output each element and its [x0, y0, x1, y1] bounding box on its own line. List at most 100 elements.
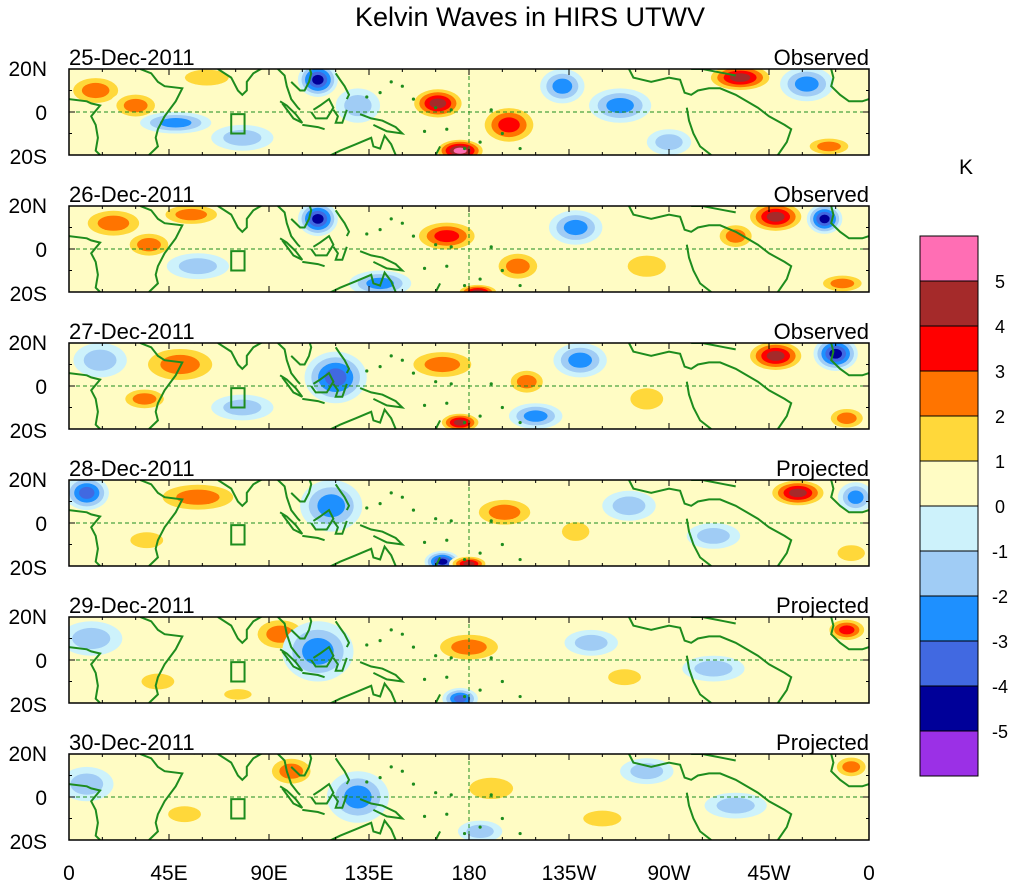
coastline [139, 343, 184, 429]
island [445, 812, 449, 816]
colorbar-tick-label: 2 [995, 407, 1005, 427]
anomaly-contour [223, 129, 262, 146]
anomaly-contour [72, 627, 111, 650]
colorbar-tick-label: 1 [995, 452, 1005, 472]
panel-date: 29-Dec-2011 [69, 593, 195, 618]
coastline [334, 209, 351, 237]
region-box [230, 113, 246, 135]
x-tick-label: 180 [451, 862, 486, 885]
anomaly-contour [279, 763, 304, 779]
y-tick-label: 0 [35, 513, 47, 536]
coastline [628, 754, 793, 840]
coastline [359, 250, 406, 272]
anomaly-blob [744, 343, 807, 374]
island [449, 245, 453, 249]
island [445, 264, 449, 268]
anomaly-blob [682, 655, 745, 682]
island [462, 146, 467, 151]
island [411, 234, 416, 238]
coastline [69, 783, 102, 840]
anomaly-contour [561, 522, 590, 541]
y-tick-label: 20S [10, 420, 47, 443]
x-tick-label: 135W [542, 862, 597, 885]
anomaly-contour [516, 375, 537, 389]
coastline [279, 785, 304, 809]
island [378, 91, 382, 95]
anomaly-blob [620, 381, 674, 417]
anomaly-blob [408, 86, 467, 121]
island [489, 519, 493, 523]
coastline [691, 754, 736, 762]
coastline [290, 69, 313, 92]
map-panel: 20N 0 20S 27-Dec-2011 Observed [8, 319, 870, 443]
coastline [328, 407, 397, 429]
island [518, 831, 522, 836]
coastline [302, 534, 325, 542]
x-tick-label: 0 [863, 862, 875, 885]
map-panel: 20N 0 20S 26-Dec-2011 Observed [8, 182, 870, 306]
anomaly-blob [686, 523, 741, 549]
anomaly-contour [788, 488, 807, 498]
anomaly-blob [553, 516, 598, 547]
island [478, 277, 482, 281]
colorbar-tick-label: -1 [992, 542, 1008, 562]
coastline [434, 830, 441, 840]
anomaly-blob [433, 137, 487, 155]
x-tick-label: 0 [63, 862, 75, 885]
anomaly-field [69, 617, 869, 703]
anomaly-blob [829, 540, 869, 566]
island [500, 131, 504, 136]
anomaly-contour [83, 349, 117, 371]
region-box [230, 524, 246, 546]
y-tick-label: 20N [8, 743, 47, 766]
y-tick-label: 20S [10, 146, 47, 169]
anomaly-blob [120, 527, 174, 554]
island [389, 491, 393, 495]
coastline [332, 657, 348, 672]
coastline [434, 693, 441, 703]
island [500, 542, 504, 547]
coastline [334, 620, 351, 648]
coastline [217, 69, 263, 97]
island [478, 551, 482, 555]
anomaly-blob [69, 621, 123, 656]
coastline [359, 798, 406, 820]
anomaly-blob [824, 617, 869, 643]
anomaly-blob [402, 347, 483, 382]
coastline [691, 480, 736, 488]
coastline [332, 520, 348, 535]
island [365, 369, 369, 373]
map-panel: 20N 0 20S 25-Dec-2011 Observed [8, 45, 870, 169]
y-tick-label: 20S [10, 831, 47, 854]
colorbar-swatch [919, 550, 979, 597]
y-tick-label: 20S [10, 694, 47, 717]
anomaly-contour [429, 98, 447, 109]
anomaly-contour [716, 797, 755, 814]
y-tick-label: 0 [35, 102, 47, 125]
x-tick-label: 45W [747, 862, 790, 885]
island [400, 358, 404, 362]
anomaly-blob [491, 249, 545, 284]
anomaly-blob [468, 495, 541, 530]
coastline [217, 480, 263, 508]
colorbar-swatch [919, 595, 979, 642]
coastline [434, 419, 441, 429]
anomaly-contour [132, 393, 157, 405]
anomaly-contour [141, 673, 175, 690]
coastline [279, 237, 304, 261]
anomaly-contour [434, 230, 460, 243]
island [434, 106, 438, 110]
anomaly-blob [117, 386, 172, 412]
island [378, 228, 382, 232]
anomaly-blob [744, 206, 807, 234]
anomaly-contour [766, 211, 785, 222]
coastline [310, 234, 335, 257]
island [489, 656, 493, 660]
anomaly-blob [704, 792, 767, 819]
anomaly-blob [713, 221, 758, 252]
anomaly-contour [655, 134, 683, 151]
y-tick-label: 20N [8, 469, 47, 492]
coastline [290, 343, 313, 366]
coastline [830, 343, 869, 377]
